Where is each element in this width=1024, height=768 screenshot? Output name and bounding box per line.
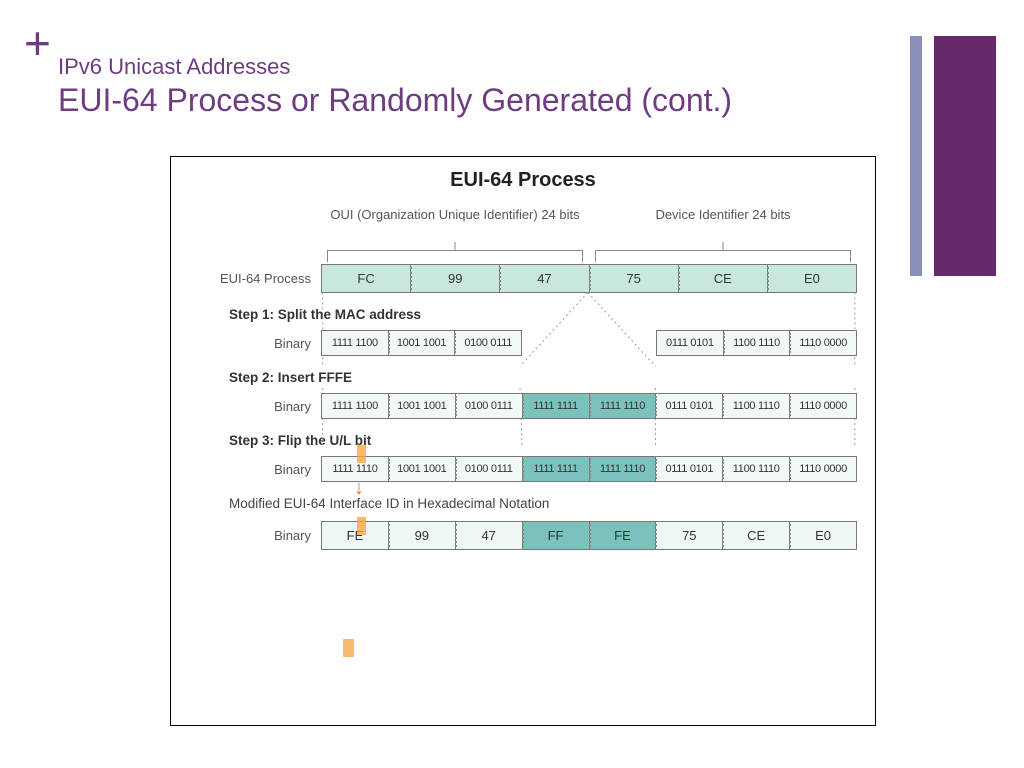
cell: 99 — [389, 521, 456, 550]
cell: 1001 1001 — [389, 393, 456, 419]
slide-subtitle: IPv6 Unicast Addresses — [58, 54, 290, 80]
cell: 75 — [590, 264, 679, 293]
cell: FC — [321, 264, 411, 293]
cell: 0100 0111 — [456, 393, 523, 419]
cell: 75 — [656, 521, 723, 550]
cell: E0 — [768, 264, 857, 293]
mac-cells: FC994775CEE0 — [321, 264, 857, 293]
bracket-row: OUI (Organization Unique Identifier) 24 … — [321, 204, 857, 262]
diagram-title: EUI-64 Process — [189, 169, 857, 192]
cell: 1111 1111 — [523, 393, 590, 419]
step3-cells: 1111 11101001 10010100 01111111 11111111… — [321, 456, 857, 482]
bracket-device: Device Identifier 24 bits — [589, 204, 857, 262]
step3-row-label: Binary — [189, 462, 321, 477]
cell: 1100 1110 — [724, 330, 791, 356]
step3-row: Binary 1111 1110 1001 10010100 01111111 1… — [189, 456, 857, 482]
step1-label: Step 1: Split the MAC address — [229, 307, 857, 322]
cell: 1110 0000 — [790, 393, 857, 419]
step1-row-label: Binary — [189, 336, 321, 351]
slide-title: EUI-64 Process or Randomly Generated (co… — [58, 82, 732, 119]
step1-row: Binary 1111 11001001 10010100 0111 0111 0… — [189, 330, 857, 356]
cell: 47 — [456, 521, 523, 550]
cell: 0100 0111 — [456, 456, 523, 482]
step2-row-label: Binary — [189, 399, 321, 414]
step1-cells: 1111 11001001 10010100 0111 0111 01011100… — [321, 330, 857, 356]
mac-row-label: EUI-64 Process — [189, 271, 321, 286]
cell: 1110 0000 — [790, 330, 857, 356]
accent-bar-thick — [934, 36, 996, 276]
cell: 1111 1100 — [321, 393, 389, 419]
final-row-label: Binary — [189, 528, 321, 543]
diagram-frame: EUI-64 Process OUI (Organization Unique … — [170, 156, 876, 726]
step2-label: Step 2: Insert FFFE — [229, 370, 857, 385]
cell: FE — [321, 521, 389, 550]
highlight-step2-bit — [357, 445, 366, 463]
mac-row: EUI-64 Process FC994775CEE0 — [189, 264, 857, 293]
step3-label: Step 3: Flip the U/L bit — [229, 433, 857, 448]
cell: 1111 1111 — [523, 456, 590, 482]
bracket-oui-label: OUI (Organization Unique Identifier) 24 … — [330, 207, 579, 222]
cell: 1001 1001 — [389, 456, 456, 482]
bracket-oui: OUI (Organization Unique Identifier) 24 … — [321, 204, 589, 262]
cell: FE — [590, 521, 657, 550]
cell: 1100 1110 — [723, 393, 790, 419]
cell: CE — [723, 521, 790, 550]
final-row: Binary FE9947FFFE75CEE0 — [189, 521, 857, 550]
bracket-device-label: Device Identifier 24 bits — [655, 207, 790, 222]
cell: 0111 0101 — [656, 393, 723, 419]
flip-arrow-icon: ↓ — [354, 477, 364, 500]
highlight-final-e — [343, 639, 354, 657]
cell: 1111 1110 — [590, 456, 657, 482]
cell: 47 — [500, 264, 589, 293]
cell: 0100 0111 — [455, 330, 522, 356]
cell: 0111 0101 — [656, 330, 724, 356]
cell: 1111 1100 — [321, 330, 389, 356]
final-label: Modified EUI-64 Interface ID in Hexadeci… — [229, 496, 857, 511]
cell: 1001 1001 — [389, 330, 456, 356]
final-cells: FE9947FFFE75CEE0 — [321, 521, 857, 550]
cell: 1111 1110 — [590, 393, 657, 419]
cell: CE — [679, 264, 768, 293]
cell: 1100 1110 — [723, 456, 790, 482]
plus-decor: + — [24, 30, 51, 58]
cell: 0111 0101 — [656, 456, 723, 482]
cell: FF — [523, 521, 590, 550]
highlight-step3-bit — [357, 517, 366, 535]
cell: E0 — [790, 521, 857, 550]
step2-row: Binary 1111 11001001 10010100 01111111 1… — [189, 393, 857, 419]
cell: 99 — [411, 264, 500, 293]
step2-cells: 1111 11001001 10010100 01111111 11111111… — [321, 393, 857, 419]
cell: 1110 0000 — [790, 456, 857, 482]
accent-bar-thin — [910, 36, 922, 276]
